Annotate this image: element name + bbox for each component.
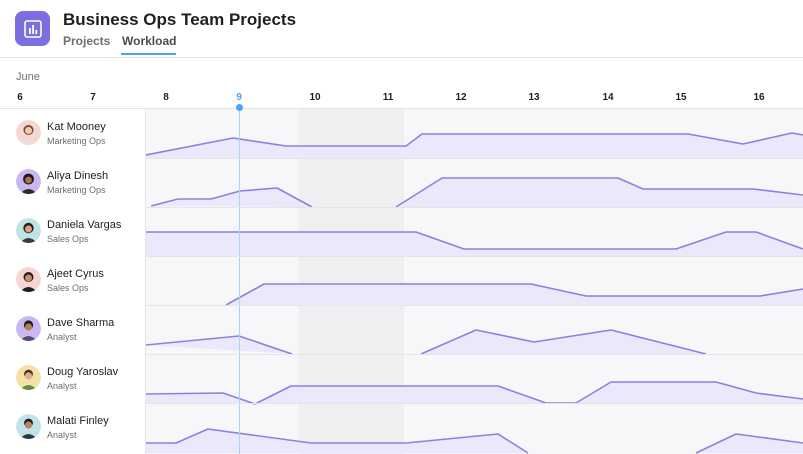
person-cell[interactable]: Dave Sharma Analyst [0,305,146,354]
person-role: Analyst [47,381,77,391]
header: Business Ops Team Projects Projects Work… [0,0,803,58]
person-cell[interactable]: Daniela Vargas Sales Ops [0,207,146,256]
person-cell[interactable]: Aliya Dinesh Marketing Ops [0,158,146,207]
workload-fill-aliya [149,178,803,207]
workload-line-kat [146,132,803,156]
workload-line-ajeet [225,283,803,306]
person-role: Sales Ops [47,234,89,244]
person-name: Aliya Dinesh [47,170,109,182]
people-list: Kat Mooney Marketing Ops Aliya Dinesh Ma… [0,109,803,454]
avatar [16,120,41,145]
workload-line-malati [146,428,803,454]
table-row: Ajeet Cyrus Sales Ops [0,256,803,306]
workload-fill-kat [146,133,803,158]
avatar [16,316,41,341]
header-divider [0,108,803,109]
day-label: 16 [753,92,765,103]
today-marker-line [239,105,240,454]
person-role: Sales Ops [47,283,89,293]
day-label: 14 [602,92,614,103]
today-marker-dot [236,104,243,111]
day-label: 13 [528,92,540,103]
workload-fill-ajeet [226,284,803,305]
day-label: 6 [17,92,23,103]
page-title: Business Ops Team Projects [63,10,297,29]
active-tab-indicator [121,53,176,55]
table-row: Daniela Vargas Sales Ops [0,207,803,257]
month-label: June [16,71,40,83]
day-label-today: 9 [236,92,242,103]
table-row: Aliya Dinesh Marketing Ops [0,158,803,208]
bar-chart-icon[interactable] [15,11,50,46]
table-row: Dave Sharma Analyst [0,305,803,355]
day-label: 11 [382,92,394,103]
person-cell[interactable]: Malati Finley Analyst [0,403,146,454]
person-role: Marketing Ops [47,185,106,195]
workload-fill-doug [146,382,803,404]
day-label: 10 [309,92,321,103]
person-name: Doug Yaroslav [47,366,119,378]
person-cell[interactable]: Kat Mooney Marketing Ops [0,109,146,158]
person-name: Dave Sharma [47,317,115,329]
person-cell[interactable]: Ajeet Cyrus Sales Ops [0,256,146,305]
day-label: 12 [455,92,467,103]
avatar [16,365,41,390]
workload-fill-dave [146,330,706,354]
person-name: Malati Finley [47,415,109,427]
workload-chart [146,132,803,454]
avatar [16,414,41,439]
workload-fill-malati [146,429,803,453]
tab-projects[interactable]: Projects [63,34,111,48]
person-role: Analyst [47,332,77,342]
day-label: 15 [675,92,687,103]
avatar [16,169,41,194]
person-cell[interactable]: Doug Yaroslav Analyst [0,354,146,403]
person-name: Kat Mooney [47,121,106,133]
person-name: Ajeet Cyrus [47,268,104,280]
day-label: 7 [90,92,96,103]
day-label: 8 [163,92,169,103]
workload-line-aliya [150,177,803,208]
workload-line-daniela [146,231,803,250]
avatar [16,267,41,292]
table-row: Malati Finley Analyst [0,403,803,454]
table-row: Kat Mooney Marketing Ops [0,109,803,159]
day-header: 6 7 8 9 10 11 12 13 14 15 16 [0,92,803,108]
person-role: Marketing Ops [47,136,106,146]
person-name: Daniela Vargas [47,219,122,231]
tab-workload[interactable]: Workload [122,34,177,48]
table-row: Doug Yaroslav Analyst [0,354,803,404]
avatar [16,218,41,243]
workload-fill-daniela [146,232,803,256]
person-role: Analyst [47,430,77,440]
